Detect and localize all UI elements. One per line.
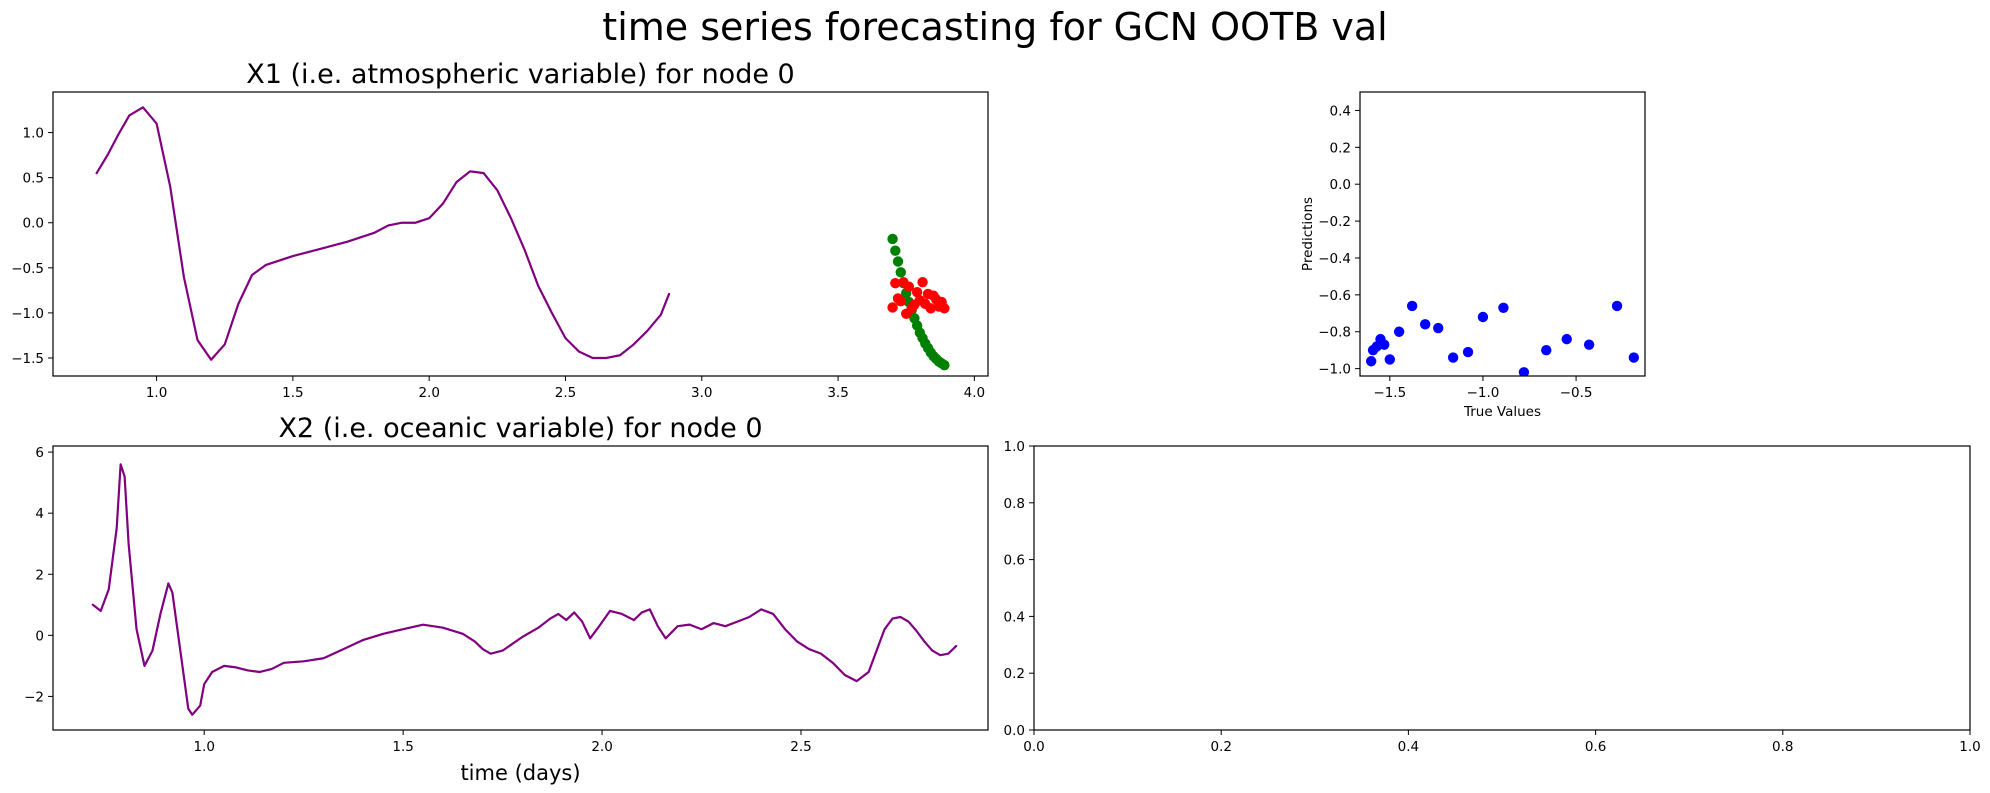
x-tick-label-scatter-0: −1.5 [1373,385,1406,401]
y-tick-label-scatter-2: −0.6 [1318,288,1351,304]
data-point-x1-2-14 [925,303,936,314]
data-point-scatter-0-13 [1498,302,1509,313]
y-tick-label-empty-1: 0.2 [1004,666,1025,682]
data-point-scatter-0-10 [1447,352,1459,363]
y-tick-label-scatter-6: 0.2 [1330,140,1351,156]
plot-area-scatter [1365,300,1640,376]
y-tick-label-scatter-7: 0.4 [1330,103,1351,119]
x-tick-label-scatter-2: −0.5 [1560,385,1593,401]
subplot-title-x1: X1 (i.e. atmospheric variable) for node … [246,59,794,90]
y-tick-label-x1-3: 0.0 [23,216,44,232]
series-line-x1-0 [95,106,671,361]
subplot-x1: 1.0 1.5 2.0 2.5 3.0 3.5 4.0 −1.5 −1.0 −0.5 0.0 0.5 1… [11,59,989,401]
data-point-x1-1-2 [892,256,904,267]
data-point-x1-1-3 [895,267,906,278]
y-tick-label-empty-5: 1.0 [1004,439,1025,455]
x-tick-label-x1-4: 3.0 [691,385,712,401]
axes-frame-empty [1033,445,1971,731]
data-point-x1-1-0 [887,233,898,245]
y-tick-label-scatter-4: −0.2 [1318,214,1351,230]
x-tick-label-x1-6: 4.0 [964,385,985,401]
y-tick-label-x2-4: 6 [35,445,44,461]
x-tick-label-empty-0: 0.0 [1023,739,1044,755]
x-tick-label-x1-5: 3.5 [827,385,848,401]
y-tick-label-x1-4: 0.5 [23,171,44,187]
x-tick-label-x2-0: 1.0 [193,739,214,755]
axes-frame-x2 [52,445,989,731]
data-point-x1-2-19 [939,303,950,314]
x-tick-label-empty-3: 0.6 [1585,739,1606,755]
series-line-x2-0 [91,463,958,716]
y-tick-label-x2-3: 4 [35,506,44,522]
axes-frame-scatter [1359,91,1646,377]
y-tick-label-x1-0: −1.5 [11,351,44,367]
y-tick-label-x2-2: 2 [35,567,44,583]
data-point-x1-2-9 [911,286,923,298]
data-point-x1-2-6 [903,281,915,292]
data-point-scatter-0-11 [1462,346,1474,358]
y-tick-label-empty-4: 0.8 [1004,496,1025,512]
subplot-title-x2: X2 (i.e. oceanic variable) for node 0 [278,413,762,444]
data-point-scatter-0-5 [1384,354,1396,365]
data-point-scatter-0-9 [1433,322,1444,334]
data-point-x1-2-0 [887,302,898,313]
data-point-scatter-0-8 [1420,319,1431,330]
data-point-scatter-0-18 [1611,300,1623,312]
subplot-x2: 1.0 1.5 2.0 2.5 −2 0 2 4 6 X2 (i.e. oceanic varia… [24,413,989,785]
data-point-x1-1-1 [890,245,901,256]
x-tick-label-x1-3: 2.5 [555,385,576,401]
x-axis-label-scatter: True Values [1463,404,1541,420]
y-tick-label-x1-2: −0.5 [11,261,44,277]
x-tick-label-x1-1: 1.5 [282,385,303,401]
axes-frame-x1 [52,91,989,377]
data-point-scatter-0-19 [1628,352,1640,363]
y-tick-label-scatter-3: −0.4 [1318,251,1351,267]
data-point-x1-2-11 [917,277,928,288]
y-tick-label-empty-3: 0.6 [1004,553,1025,569]
data-point-scatter-0-4 [1379,339,1390,350]
x-tick-label-empty-1: 0.2 [1210,739,1231,755]
plot-area-x1 [95,106,950,371]
data-point-scatter-0-7 [1406,300,1418,312]
y-tick-label-scatter-0: −1.0 [1318,362,1351,378]
data-point-scatter-0-14 [1518,367,1530,376]
x-tick-label-empty-5: 1.0 [1959,739,1980,755]
x-tick-label-x1-0: 1.0 [146,385,167,401]
subplot-scatter: −1.5 −1.0 −0.5 −1.0 −0.8 −0.6 −0.4 −0.2 0.0 0.2 0.… [1300,91,1646,420]
y-tick-label-x1-1: −1.0 [11,306,44,322]
x-tick-label-x2-1: 1.5 [392,739,413,755]
plot-area-x2 [91,463,958,716]
x-tick-label-x1-2: 2.0 [418,385,439,401]
y-tick-label-x1-5: 1.0 [23,126,44,142]
x-tick-label-scatter-1: −1.0 [1467,385,1500,401]
subplot-empty: 0.0 0.2 0.4 0.6 0.8 1.0 0.0 0.2 0.4 0.6 0.8 1.0 [1004,439,1981,755]
y-tick-label-x2-1: 0 [35,628,44,644]
y-tick-label-empty-2: 0.4 [1004,609,1025,625]
data-point-scatter-0-0 [1365,356,1377,367]
y-tick-label-x2-0: −2 [24,689,44,705]
data-point-scatter-0-12 [1477,311,1489,323]
data-point-x1-2-1 [890,277,901,289]
data-point-x1-1-19 [939,359,950,371]
data-point-scatter-0-6 [1393,326,1405,337]
data-point-scatter-0-16 [1561,333,1572,345]
x-tick-label-empty-2: 0.4 [1398,739,1419,755]
x-axis-label-x2: time (days) [460,761,580,785]
y-axis-label-scatter: Predictions [1300,197,1316,271]
y-tick-label-scatter-5: 0.0 [1330,177,1351,193]
y-tick-label-empty-0: 0.0 [1004,723,1025,739]
data-point-scatter-0-15 [1541,344,1552,356]
figure-title: time series forecasting for GCN OOTB val [602,5,1387,49]
x-tick-label-empty-4: 0.8 [1772,739,1793,755]
x-tick-label-x2-2: 2.0 [591,739,612,755]
data-point-x1-2-3 [895,295,906,307]
data-point-scatter-0-17 [1583,339,1595,350]
x-tick-label-x2-3: 2.5 [790,739,811,755]
y-tick-label-scatter-1: −0.8 [1318,325,1351,341]
